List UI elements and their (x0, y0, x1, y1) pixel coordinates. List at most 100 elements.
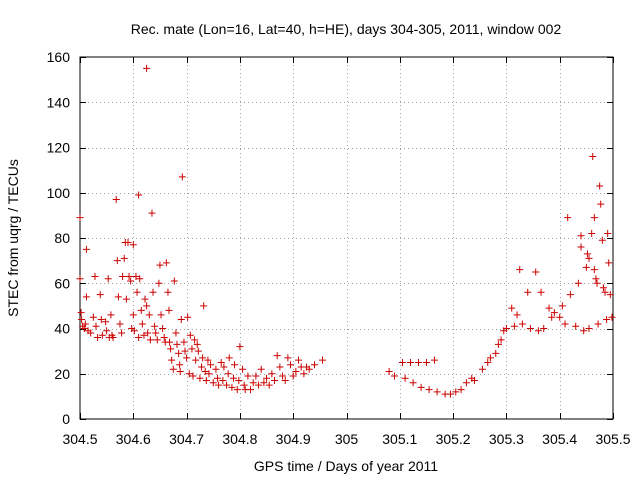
data-point (185, 370, 193, 378)
data-point (214, 374, 222, 382)
data-point (225, 354, 233, 362)
data-point (155, 279, 163, 287)
data-point (276, 363, 284, 371)
data-point (231, 361, 239, 369)
data-point (257, 365, 265, 373)
data-point (102, 318, 110, 326)
data-point (133, 288, 141, 296)
data-point (82, 245, 90, 253)
data-point (526, 325, 534, 332)
y-tick-label: 60 (54, 275, 70, 291)
data-point (273, 352, 281, 360)
data-point (107, 311, 115, 319)
data-point (166, 338, 174, 346)
data-point (172, 329, 180, 337)
data-point (167, 345, 175, 353)
data-point (151, 322, 159, 330)
data-point (524, 288, 532, 296)
data-point (601, 288, 609, 296)
data-point (249, 379, 257, 387)
data-point (109, 334, 117, 342)
data-point (176, 361, 184, 369)
data-point (159, 325, 167, 332)
x-tick-label: 304.8 (222, 431, 257, 447)
data-point (98, 331, 106, 339)
data-points (76, 64, 616, 398)
data-point (204, 356, 212, 364)
data-point (178, 173, 186, 181)
data-point (577, 243, 585, 251)
data-point (143, 302, 151, 310)
data-point (534, 327, 542, 335)
data-point (311, 361, 319, 369)
x-tick-label: 304.7 (169, 431, 204, 447)
x-tick-label: 305.1 (382, 431, 417, 447)
data-point (170, 277, 178, 285)
data-point (433, 388, 441, 396)
y-axis-title: STEC from uqrg / TECUs (5, 159, 21, 317)
data-point (153, 336, 161, 344)
data-point (401, 374, 409, 382)
data-point (446, 390, 454, 398)
data-point (87, 329, 95, 337)
data-point (219, 377, 227, 385)
data-point (518, 320, 526, 328)
y-tick-label: 120 (47, 140, 71, 156)
data-point (422, 358, 430, 366)
data-point (516, 266, 524, 274)
y-tick-label: 40 (54, 321, 70, 337)
data-point (137, 306, 145, 314)
data-point (76, 214, 84, 222)
data-point (114, 293, 122, 301)
data-point (103, 327, 111, 335)
x-tick-label: 305.3 (489, 431, 524, 447)
data-point (91, 272, 99, 280)
data-point (200, 302, 208, 310)
data-point (590, 214, 598, 222)
data-point (120, 254, 128, 262)
data-point (82, 293, 90, 301)
data-point (572, 322, 580, 330)
y-tick-label: 20 (54, 366, 70, 382)
data-point (145, 311, 153, 319)
x-tick-label: 304.6 (116, 431, 151, 447)
data-point (119, 272, 127, 280)
data-point (235, 377, 243, 385)
data-point (452, 388, 460, 396)
axis-ticks: 304.5 304.6 304.7 304.8 304.9 305 305.1 305.2 30… (47, 49, 631, 447)
data-point (508, 304, 516, 312)
data-point (89, 313, 97, 321)
data-point (540, 325, 548, 332)
data-point (148, 209, 156, 217)
data-point (176, 367, 184, 375)
data-point (484, 358, 492, 366)
y-tick-label: 160 (47, 49, 71, 65)
data-point (132, 272, 140, 280)
x-tick-label: 304.5 (62, 431, 97, 447)
data-point (149, 288, 157, 296)
data-point (548, 313, 556, 321)
data-point (605, 259, 613, 267)
data-point (173, 340, 181, 348)
data-point (78, 315, 86, 323)
data-point (104, 275, 112, 283)
data-point (409, 379, 417, 387)
y-tick-label: 80 (54, 230, 70, 246)
data-point (94, 334, 102, 342)
data-point (598, 236, 606, 244)
data-point (125, 272, 133, 280)
data-point (135, 334, 143, 342)
data-point (486, 354, 494, 362)
data-point (588, 229, 596, 237)
data-point (566, 291, 574, 299)
data-point (390, 372, 398, 380)
data-point (188, 345, 196, 353)
data-point (255, 381, 263, 389)
data-point (494, 340, 502, 348)
data-point (76, 275, 84, 283)
data-point (127, 277, 135, 285)
x-tick-label: 305.4 (542, 431, 577, 447)
data-point (191, 336, 199, 344)
